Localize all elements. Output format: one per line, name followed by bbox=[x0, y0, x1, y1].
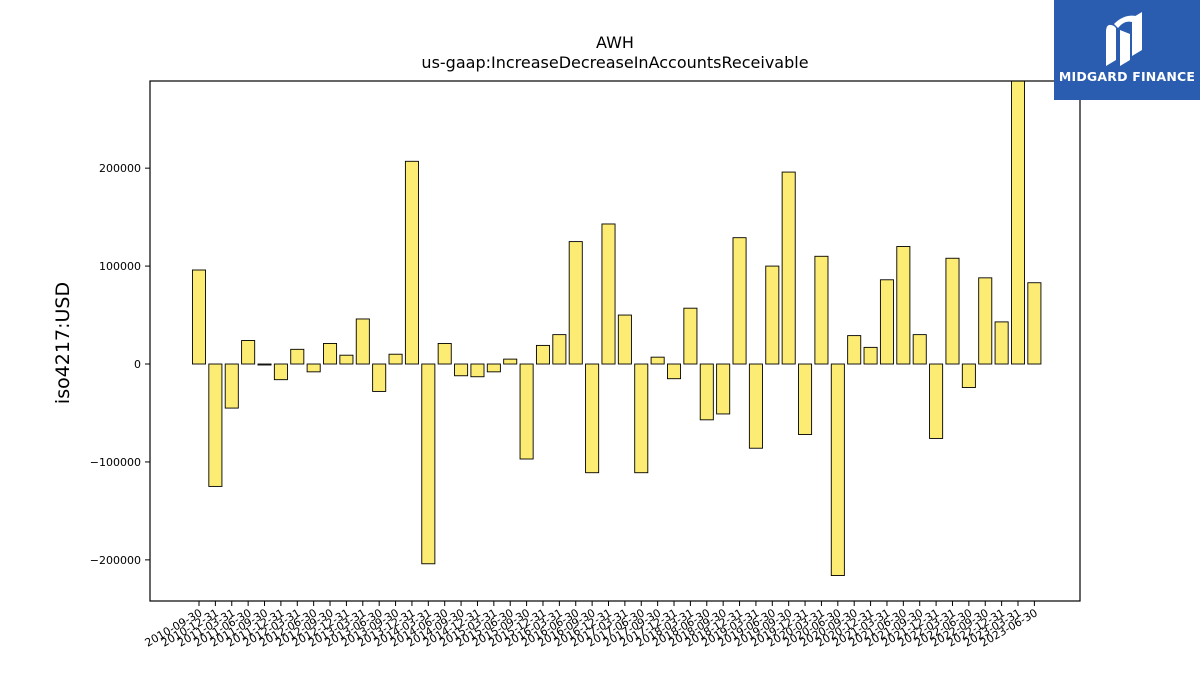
bar-2019-09-30 bbox=[781, 171, 796, 365]
y-tick-label: 0 bbox=[134, 358, 141, 371]
bar-2011-09-30 bbox=[257, 363, 272, 366]
bars-group bbox=[191, 81, 1042, 576]
bar-2019-06-30 bbox=[765, 265, 780, 365]
bar-2011-03-31 bbox=[224, 363, 239, 409]
bar-2022-03-31 bbox=[945, 257, 960, 365]
bar-2015-12-31 bbox=[535, 344, 550, 365]
y-tick-label: 200000 bbox=[99, 162, 141, 175]
chart-title: AWH bbox=[596, 33, 634, 52]
bar-2015-09-30 bbox=[519, 363, 534, 460]
bar-2012-09-30 bbox=[323, 343, 338, 365]
bar-2023-06-30 bbox=[1027, 282, 1042, 365]
bar-2020-12-31 bbox=[863, 346, 878, 365]
bar-2017-03-31 bbox=[617, 314, 632, 365]
bar-2023-03-31 bbox=[1011, 81, 1026, 365]
bar-2020-03-31 bbox=[814, 255, 829, 365]
y-axis-ticks: −200000 −100000 0 100000 200000 bbox=[90, 162, 150, 567]
y-tick-label: −200000 bbox=[90, 554, 141, 567]
bar-2010-12-31 bbox=[208, 363, 223, 487]
bar-2020-09-30 bbox=[847, 335, 862, 365]
bar-2016-12-31 bbox=[601, 223, 616, 365]
bar-2016-09-30 bbox=[585, 363, 600, 474]
bar-2015-03-31 bbox=[486, 363, 501, 373]
bar-2017-12-31 bbox=[667, 363, 682, 380]
bar-2018-09-30 bbox=[716, 363, 731, 415]
bar-2022-12-31 bbox=[994, 321, 1009, 365]
bar-2013-12-31 bbox=[404, 160, 419, 365]
bar-2018-03-31 bbox=[683, 307, 698, 365]
bar-2021-06-30 bbox=[896, 246, 911, 365]
x-axis-ticks: 2010-09-302010-12-312011-03-312011-06-30… bbox=[143, 601, 1040, 650]
bar-2016-03-31 bbox=[552, 334, 567, 365]
y-axis-label: iso4217:USD bbox=[52, 282, 74, 404]
bar-2013-06-30 bbox=[372, 363, 387, 392]
bar-2011-06-30 bbox=[241, 340, 256, 365]
bar-2021-03-31 bbox=[879, 279, 894, 365]
bar-2021-09-30 bbox=[912, 334, 927, 365]
bar-2019-03-31 bbox=[748, 363, 763, 449]
y-tick-label: −100000 bbox=[90, 456, 141, 469]
bar-2021-12-31 bbox=[929, 363, 944, 439]
bar-2017-06-30 bbox=[634, 363, 649, 474]
bar-2014-12-31 bbox=[470, 363, 485, 378]
bar-2019-12-31 bbox=[798, 363, 813, 435]
bar-2013-09-30 bbox=[388, 353, 403, 365]
bar-2011-12-31 bbox=[273, 363, 288, 381]
bar-2014-06-30 bbox=[437, 343, 452, 365]
bar-2018-06-30 bbox=[699, 363, 714, 421]
bar-2012-12-31 bbox=[339, 354, 354, 365]
bar-2012-03-31 bbox=[290, 348, 305, 365]
bar-2013-03-31 bbox=[355, 318, 370, 365]
y-tick-label: 100000 bbox=[99, 260, 141, 273]
plot-frame bbox=[149, 80, 1081, 602]
chart-subtitle: us-gaap:IncreaseDecreaseInAccountsReceiv… bbox=[421, 53, 808, 72]
bar-2017-09-30 bbox=[650, 356, 665, 365]
bar-2014-03-31 bbox=[421, 363, 436, 565]
bar-2016-06-30 bbox=[568, 241, 583, 365]
brand-logo: MIDGARD FINANCE bbox=[1054, 0, 1200, 100]
midgard-logo-icon bbox=[1106, 12, 1142, 66]
bar-2022-06-30 bbox=[961, 363, 976, 388]
bar-2022-09-30 bbox=[978, 277, 993, 365]
bar-2012-06-30 bbox=[306, 363, 321, 373]
bar-2014-09-30 bbox=[454, 363, 469, 377]
bar-2015-06-30 bbox=[503, 358, 518, 365]
bar-2010-09-30 bbox=[191, 269, 206, 365]
logo-text: MIDGARD FINANCE bbox=[1058, 69, 1196, 84]
bar-2020-06-30 bbox=[830, 363, 845, 576]
bar-2018-12-31 bbox=[732, 237, 747, 365]
